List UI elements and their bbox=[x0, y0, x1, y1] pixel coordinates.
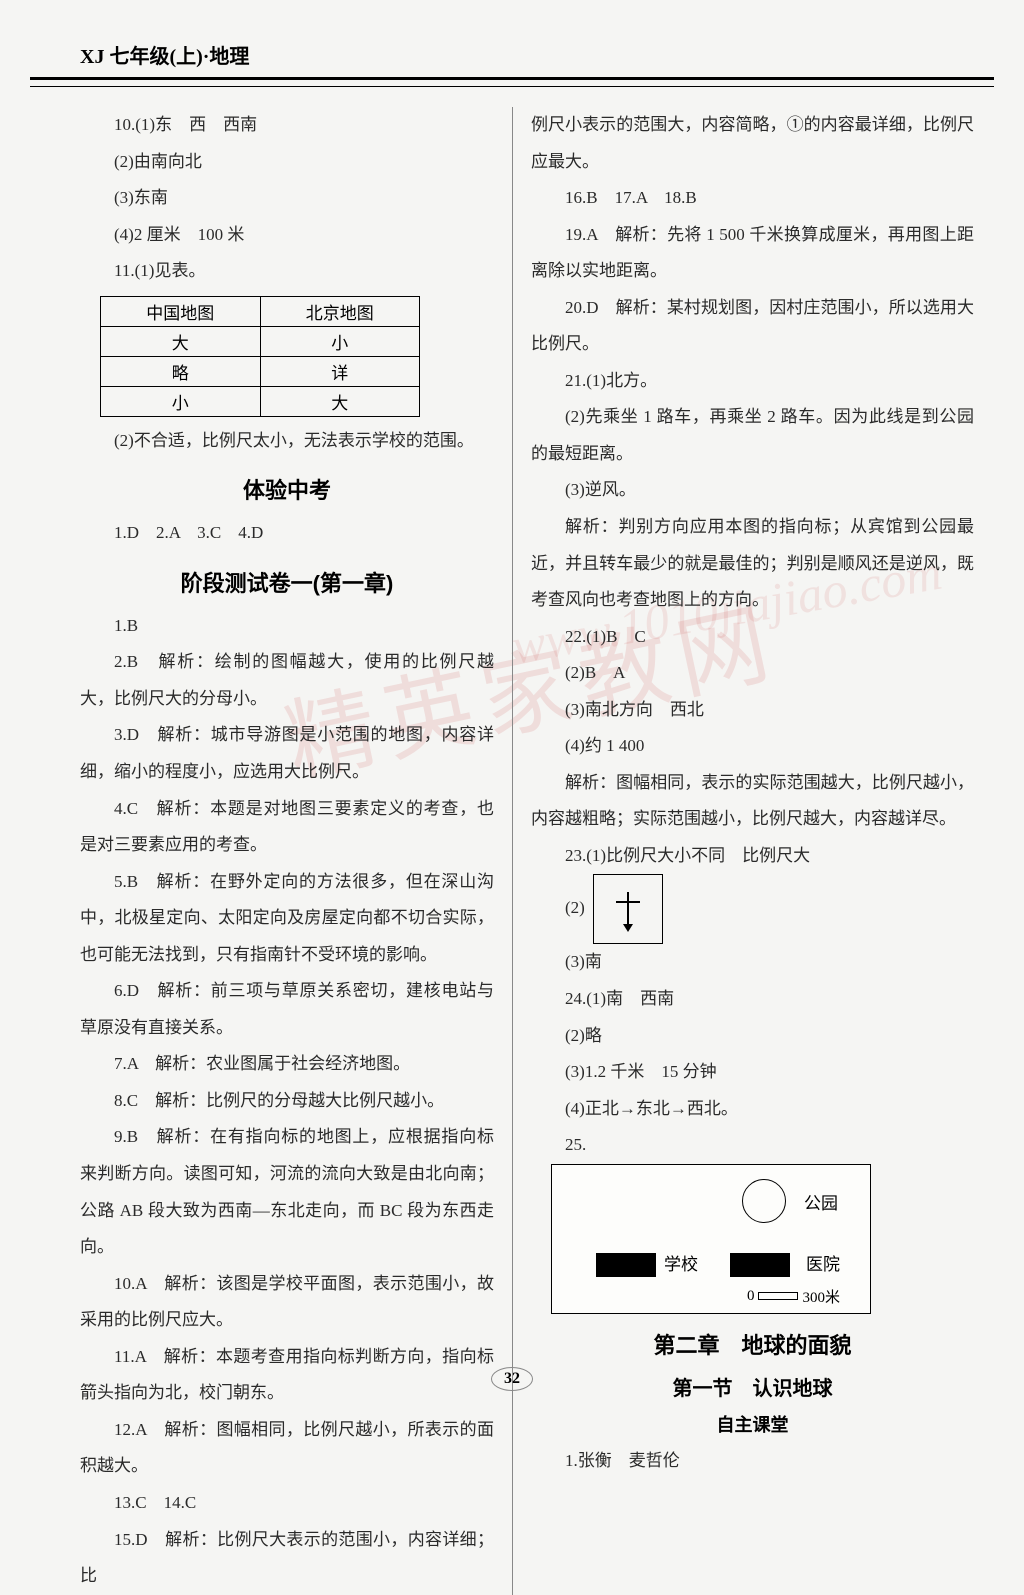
park-label: 公园 bbox=[804, 1189, 838, 1214]
table-cell: 小 bbox=[101, 386, 261, 416]
answer-line: (2)先乘坐 1 路车，再乘坐 2 路车。因为此线是到公园的最短距离。 bbox=[531, 399, 974, 472]
scale-segment-icon bbox=[758, 1292, 798, 1300]
answer-line: 1.张衡 麦哲伦 bbox=[531, 1443, 974, 1480]
answer-line: 7.A 解析：农业图属于社会经济地图。 bbox=[80, 1046, 494, 1083]
table-cell: 略 bbox=[101, 356, 261, 386]
chapter-title: 第二章 地球的面貌 bbox=[531, 1328, 974, 1360]
comparison-table: 中国地图北京地图 大小 略详 小大 bbox=[100, 296, 420, 417]
answer-line: 2.B 解析：绘制的图幅越大，使用的比例尺越大，比例尺大的分母小。 bbox=[80, 644, 494, 717]
table-cell: 详 bbox=[260, 356, 420, 386]
answer-line: (3)南北方向 西北 bbox=[531, 692, 974, 729]
answer-line: (2)不合适，比例尺太小，无法表示学校的范围。 bbox=[80, 423, 494, 460]
answer-line: 5.B 解析：在野外定向的方法很多，但在深山沟中，北极星定向、太阳定向及房屋定向… bbox=[80, 864, 494, 974]
answer-line: (3)1.2 千米 15 分钟 bbox=[531, 1054, 974, 1091]
q25-row: 25. bbox=[531, 1127, 974, 1164]
compass-arrow-icon bbox=[608, 884, 648, 934]
hospital-rect-icon bbox=[730, 1253, 790, 1277]
answer-line: (4)2 厘米 100 米 bbox=[80, 217, 494, 254]
table-header: 北京地图 bbox=[260, 296, 420, 326]
answer-line: 13.C 14.C bbox=[80, 1485, 494, 1522]
answer-line: (4)约 1 400 bbox=[531, 728, 974, 765]
section-small-title: 自主课堂 bbox=[531, 1411, 974, 1437]
answer-line: (4)正北→东北→西北。 bbox=[531, 1091, 974, 1128]
answer-line: 9.B 解析：在有指向标的地图上，应根据指向标来判断方向。读图可知，河流的流向大… bbox=[80, 1119, 494, 1265]
answer-line: (3)南 bbox=[531, 944, 974, 981]
answer-line: 8.C 解析：比例尺的分母越大比例尺越小。 bbox=[80, 1083, 494, 1120]
compass-row: (2) bbox=[531, 874, 974, 944]
scale-bar: 0 300米 bbox=[747, 1286, 840, 1307]
compass-diagram bbox=[593, 874, 663, 944]
answer-line: 1.D 2.A 3.C 4.D bbox=[80, 515, 494, 552]
answer-line: 21.(1)北方。 bbox=[531, 363, 974, 400]
answer-line: 19.A 解析：先将 1 500 千米换算成厘米，再用图上距离除以实地距离。 bbox=[531, 217, 974, 290]
table-cell: 大 bbox=[101, 326, 261, 356]
hospital-label: 医院 bbox=[806, 1250, 840, 1275]
answer-line: 例尺小表示的范围大，内容简略，①的内容最详细，比例尺应最大。 bbox=[531, 107, 974, 180]
header-rule bbox=[30, 86, 994, 87]
answer-line: 6.D 解析：前三项与草原关系密切，建核电站与草原没有直接关系。 bbox=[80, 973, 494, 1046]
answer-line: 23.(1)比例尺大小不同 比例尺大 bbox=[531, 838, 974, 875]
map-diagram: 公园 学校 医院 0 300米 bbox=[551, 1164, 871, 1314]
page-number: 32 bbox=[491, 1367, 533, 1391]
answer-line: 4.C 解析：本题是对地图三要素定义的考查，也是对三要素应用的考查。 bbox=[80, 791, 494, 864]
answer-line: 1.B bbox=[80, 608, 494, 645]
answer-line: 解析：判别方向应用本图的指向标；从宾馆到公园最近，并且转车最少的就是最佳的；判别… bbox=[531, 509, 974, 619]
table-cell: 小 bbox=[260, 326, 420, 356]
answer-line: (2)略 bbox=[531, 1018, 974, 1055]
section-title: 阶段测试卷一(第一章) bbox=[80, 566, 494, 598]
answer-line: 22.(1)B C bbox=[531, 619, 974, 656]
answer-line: (3)东南 bbox=[80, 180, 494, 217]
answer-line: 12.A 解析：图幅相同，比例尺越小，所表示的面积越大。 bbox=[80, 1412, 494, 1485]
answer-line: 20.D 解析：某村规划图，因村庄范围小，所以选用大比例尺。 bbox=[531, 290, 974, 363]
answer-line: 15.D 解析：比例尺大表示的范围小，内容详细；比 bbox=[80, 1522, 494, 1595]
table-header: 中国地图 bbox=[101, 296, 261, 326]
answer-line: 解析：图幅相同，表示的实际范围越大，比例尺越小，内容越粗略；实际范围越小，比例尺… bbox=[531, 765, 974, 838]
page-number-value: 32 bbox=[491, 1367, 533, 1391]
label-text: 25. bbox=[531, 1127, 586, 1164]
right-column: 例尺小表示的范围大，内容简略，①的内容最详细，比例尺应最大。 16.B 17.A… bbox=[512, 107, 994, 1595]
answer-line: (2)B A bbox=[531, 655, 974, 692]
answer-line: (3)逆风。 bbox=[531, 472, 974, 509]
school-rect-icon bbox=[596, 1253, 656, 1277]
answer-line: 10.(1)东 西 西南 bbox=[80, 107, 494, 144]
answer-line: 10.A 解析：该图是学校平面图，表示范围小，故采用的比例尺应大。 bbox=[80, 1266, 494, 1339]
section-subtitle: 第一节 认识地球 bbox=[531, 1372, 974, 1401]
answer-line: 11.(1)见表。 bbox=[80, 253, 494, 290]
answer-line: (2)由南向北 bbox=[80, 144, 494, 181]
left-column: 10.(1)东 西 西南 (2)由南向北 (3)东南 (4)2 厘米 100 米… bbox=[30, 107, 512, 1595]
scale-value: 300米 bbox=[802, 1286, 840, 1307]
answer-line: 16.B 17.A 18.B bbox=[531, 180, 974, 217]
answer-line: 24.(1)南 西南 bbox=[531, 981, 974, 1018]
school-label: 学校 bbox=[664, 1250, 698, 1275]
section-title: 体验中考 bbox=[80, 473, 494, 505]
page-header: XJ 七年级(上)·地理 bbox=[30, 40, 994, 80]
park-circle-icon bbox=[742, 1179, 786, 1223]
table-cell: 大 bbox=[260, 386, 420, 416]
label-text: (2) bbox=[565, 898, 585, 917]
answer-line: 3.D 解析：城市导游图是小范围的地图，内容详细，缩小的程度小，应选用大比例尺。 bbox=[80, 717, 494, 790]
scale-zero: 0 bbox=[747, 1288, 755, 1305]
